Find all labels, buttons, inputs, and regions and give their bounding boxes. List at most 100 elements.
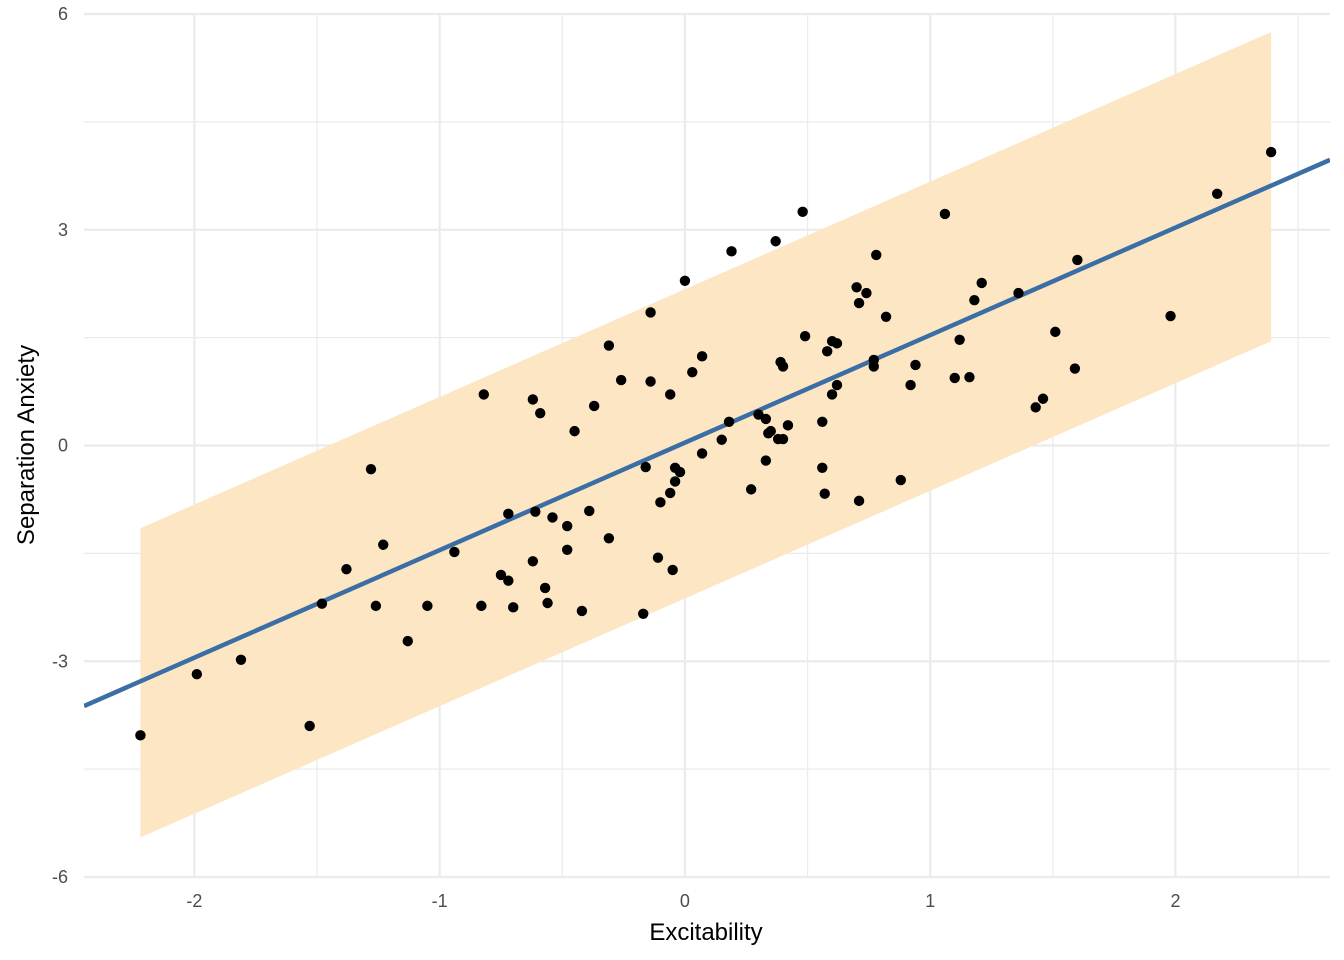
data-point	[939, 208, 951, 220]
data-point	[1211, 188, 1223, 199]
data-point	[503, 508, 514, 520]
data-points	[135, 146, 1277, 741]
data-point	[638, 608, 649, 619]
data-point	[1265, 146, 1277, 158]
data-point	[665, 389, 676, 400]
data-point	[696, 448, 708, 459]
data-point	[645, 307, 656, 318]
y-tick-label: 0	[58, 436, 68, 456]
data-point	[910, 359, 921, 371]
data-point	[508, 602, 519, 613]
data-point	[760, 455, 772, 466]
data-point	[341, 563, 352, 575]
data-point	[976, 277, 987, 289]
data-point	[799, 330, 811, 342]
data-point	[745, 484, 757, 495]
data-point	[530, 506, 541, 517]
data-point	[655, 497, 666, 508]
data-point	[527, 556, 539, 567]
data-point	[547, 512, 558, 523]
data-point	[665, 487, 676, 499]
data-point	[135, 730, 146, 741]
data-point	[669, 476, 681, 487]
y-tick-label: 3	[58, 220, 68, 240]
data-point	[819, 488, 830, 499]
x-axis-title: Excitability	[649, 919, 762, 946]
data-point	[1030, 402, 1041, 413]
data-point	[535, 407, 546, 419]
data-point	[561, 520, 573, 532]
data-point	[1013, 287, 1024, 299]
data-point	[861, 287, 872, 299]
data-point	[603, 533, 615, 544]
data-point	[871, 249, 882, 261]
data-point	[584, 505, 595, 517]
data-point	[716, 434, 727, 445]
data-point	[696, 351, 708, 362]
data-point	[576, 605, 588, 617]
data-point	[402, 635, 413, 647]
data-point	[569, 425, 580, 437]
data-point	[1072, 254, 1083, 266]
data-point	[817, 462, 828, 473]
y-tick-label: 6	[58, 4, 68, 24]
data-point	[667, 564, 678, 576]
data-point	[687, 366, 698, 378]
data-point	[679, 275, 691, 287]
data-point	[831, 379, 843, 391]
data-point	[723, 416, 735, 427]
data-point	[868, 354, 879, 366]
data-point	[817, 416, 828, 427]
data-point	[478, 389, 489, 400]
data-point	[542, 597, 553, 609]
data-point	[895, 474, 906, 486]
data-point	[674, 466, 686, 478]
data-point	[949, 372, 960, 384]
y-tick-label: -6	[52, 867, 68, 887]
data-point	[905, 379, 916, 391]
data-point	[782, 420, 794, 431]
x-tick-label: -2	[186, 891, 202, 911]
data-point	[615, 374, 627, 386]
data-point	[853, 495, 865, 507]
data-point	[449, 546, 460, 558]
data-point	[1037, 393, 1049, 404]
y-tick-labels: -6 -3 0 3 6	[52, 4, 68, 887]
data-point	[304, 720, 315, 732]
data-point	[853, 297, 865, 309]
data-point	[777, 361, 789, 372]
data-point	[652, 552, 664, 563]
data-point	[969, 295, 980, 306]
data-point	[765, 425, 776, 437]
data-point	[527, 394, 539, 405]
data-point	[826, 389, 838, 400]
data-point	[422, 600, 433, 612]
data-point	[191, 668, 203, 680]
data-point	[316, 598, 328, 609]
data-point	[640, 461, 651, 473]
data-point	[880, 311, 892, 322]
data-point	[777, 433, 789, 445]
data-point	[821, 346, 833, 357]
data-point	[770, 236, 781, 247]
data-point	[495, 569, 507, 581]
data-point	[378, 539, 389, 550]
data-point	[370, 600, 382, 612]
data-point	[235, 654, 247, 666]
data-point	[476, 600, 487, 612]
data-point	[797, 206, 808, 217]
data-point	[831, 338, 843, 349]
x-tick-label: -1	[432, 891, 448, 911]
y-axis-title: Separation Anxiety	[13, 345, 40, 545]
y-tick-label: -3	[52, 651, 68, 671]
data-point	[603, 340, 615, 351]
regression-line	[84, 157, 1330, 709]
data-point	[561, 544, 573, 555]
data-point	[726, 246, 737, 257]
x-tick-label: 0	[680, 891, 690, 911]
data-point	[539, 582, 551, 594]
data-point	[645, 376, 656, 387]
x-tick-label: 1	[925, 891, 935, 911]
data-point	[1050, 326, 1061, 338]
x-tick-label: 2	[1170, 891, 1180, 911]
